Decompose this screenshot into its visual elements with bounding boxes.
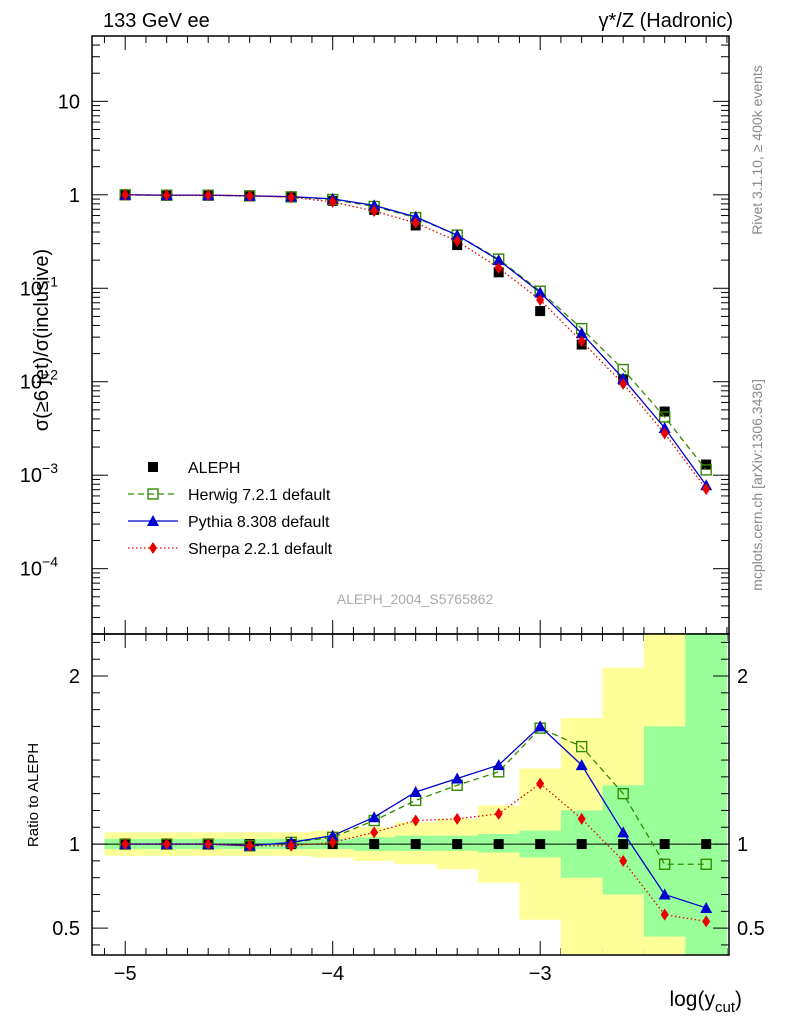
stat-uncertainty-band xyxy=(685,634,727,955)
herwig-point xyxy=(700,464,712,476)
sherpa-ratio-point xyxy=(660,908,669,921)
sherpa-ratio-line xyxy=(125,782,707,923)
herwig-ratio-point xyxy=(575,740,588,753)
sherpa-ratio-point xyxy=(328,836,337,849)
sherpa-point xyxy=(245,189,254,202)
sherpa-ratio-point xyxy=(204,838,213,851)
sherpa-ratio-point xyxy=(453,812,462,825)
aleph-ratio-point xyxy=(618,839,629,850)
sherpa-point xyxy=(328,195,337,208)
sherpa-ratio-point xyxy=(494,807,503,820)
pythia-ratio-point xyxy=(492,759,505,771)
pythia-ratio-point xyxy=(326,829,339,841)
aleph-ratio-point xyxy=(452,839,463,850)
sherpa-legend-label: Sherpa 2.2.1 default xyxy=(188,541,333,558)
aleph-ratio-point xyxy=(369,839,380,850)
pythia-point xyxy=(575,327,588,339)
sherpa-point xyxy=(370,205,379,218)
sherpa-ratio-point xyxy=(702,915,711,928)
herwig-legend-marker xyxy=(147,488,159,500)
x-axis-label: log(ycut) xyxy=(669,988,742,1016)
aleph-ratio-point xyxy=(701,839,712,850)
pythia-ratio-point xyxy=(409,785,422,797)
ratio-y-tick-label: 1 xyxy=(69,834,80,856)
sherpa-point xyxy=(702,483,711,496)
sherpa-ratio-point xyxy=(287,839,296,852)
sherpa-point xyxy=(121,188,130,201)
pythia-legend-label: Pythia 8.308 default xyxy=(188,514,330,531)
header-left-label: 133 GeV ee xyxy=(103,10,210,32)
aleph-ratio-point xyxy=(576,839,587,850)
sherpa-point xyxy=(162,189,171,202)
mcplots-label: mcplots.cern.ch [arXiv:1306.3436] xyxy=(749,379,765,591)
ratio-plot: −5 −4 −3 2 2 1 1 0.5 0.5 xyxy=(52,633,765,985)
sherpa-point xyxy=(619,377,628,390)
pythia-ratio-point xyxy=(451,772,464,784)
pythia-ratio-point xyxy=(534,720,547,732)
aleph-legend-marker xyxy=(148,462,158,472)
sherpa-point xyxy=(660,427,669,440)
pythia-ratio-point xyxy=(700,901,713,913)
pythia-legend-marker xyxy=(147,515,159,526)
aleph-ratio-point xyxy=(659,839,670,850)
sherpa-ratio-point xyxy=(577,812,586,825)
sherpa-legend-marker xyxy=(149,542,157,554)
rivet-version-label: Rivet 3.1.10, ≥ 400k events xyxy=(749,65,765,235)
sherpa-point xyxy=(453,235,462,248)
pythia-ratio-point xyxy=(658,888,671,900)
sherpa-point xyxy=(287,191,296,204)
main-y-tick-label: 10−1 xyxy=(20,273,58,300)
pythia-point xyxy=(534,286,547,298)
x-tick-label: −5 xyxy=(114,963,137,985)
sherpa-ratio-point xyxy=(619,854,628,867)
aleph-ratio-point xyxy=(493,839,504,850)
ratio-y-tick-label: 2 xyxy=(69,666,80,688)
analysis-watermark: ALEPH_2004_S5765862 xyxy=(337,591,494,607)
main-y-axis-label: σ(≥6 jet)/σ(inclusive) xyxy=(31,249,53,431)
sherpa-point xyxy=(204,189,213,202)
sherpa-ratio-point xyxy=(536,777,545,790)
herwig-ratio-point xyxy=(617,787,629,800)
stat-uncertainty-band xyxy=(643,726,686,937)
aleph-ratio-point xyxy=(410,839,421,850)
herwig-legend-label: Herwig 7.2.1 default xyxy=(188,487,331,504)
pythia-ratio-point xyxy=(368,811,381,823)
aleph-point xyxy=(535,306,546,317)
sherpa-ratio-point xyxy=(121,838,130,851)
pythia-point xyxy=(409,210,422,222)
herwig-ratio-point xyxy=(658,858,671,870)
main-y-tick-label: 1 xyxy=(69,185,80,207)
ratio-y-tick-label-right: 2 xyxy=(737,666,748,688)
aleph-legend-label: ALEPH xyxy=(188,460,240,477)
herwig-ratio-point xyxy=(700,858,712,870)
x-tick-label: −3 xyxy=(529,963,552,985)
sherpa-ratio-point xyxy=(162,838,171,851)
sherpa-ratio-point xyxy=(370,826,379,839)
pythia-ratio-point xyxy=(617,826,630,838)
pythia-point xyxy=(368,199,381,211)
ratio-y-axis-label: Ratio to ALEPH xyxy=(25,743,42,847)
header-right-label: γ*/Z (Hadronic) xyxy=(599,10,733,32)
sherpa-point xyxy=(536,293,545,306)
herwig-ratio-line xyxy=(125,727,707,865)
ratio-y-tick-label-right: 1 xyxy=(737,834,748,856)
sherpa-point xyxy=(411,216,420,229)
aleph-ratio-point xyxy=(535,839,546,850)
ratio-y-tick-label: 0.5 xyxy=(52,918,80,940)
pythia-ratio-point xyxy=(575,759,588,771)
ratio-frame xyxy=(91,633,730,956)
sherpa-point xyxy=(577,335,586,348)
x-tick-label: −4 xyxy=(321,963,344,985)
legend: ALEPH Herwig 7.2.1 default Pythia 8.308 de… xyxy=(128,460,333,558)
pythia-point xyxy=(451,229,464,241)
pythia-point xyxy=(492,254,505,266)
main-y-tick-label: 10 xyxy=(58,91,80,113)
herwig-point xyxy=(658,411,671,423)
sherpa-ratio-point xyxy=(245,839,254,852)
ratio-y-tick-label-right: 0.5 xyxy=(737,918,765,940)
sherpa-ratio-point xyxy=(411,814,420,827)
sherpa-point xyxy=(494,261,503,274)
